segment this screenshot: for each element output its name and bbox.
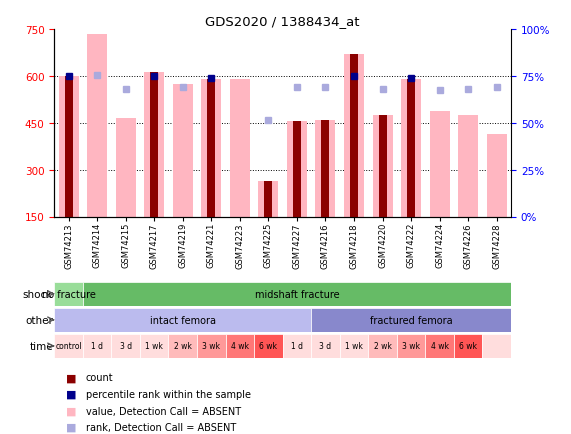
Bar: [150, 72, 158, 217]
Bar: [144, 72, 164, 217]
Text: ■: ■: [66, 389, 76, 399]
Bar: [293, 122, 301, 217]
Text: 1 d: 1 d: [91, 342, 103, 351]
Text: intact femora: intact femora: [150, 315, 216, 325]
Bar: [287, 122, 307, 217]
Bar: [258, 181, 279, 217]
Text: shock: shock: [22, 289, 53, 299]
Bar: [321, 121, 329, 217]
Bar: [430, 111, 450, 217]
Bar: [311, 334, 340, 358]
Text: 2 wk: 2 wk: [373, 342, 392, 351]
Bar: [254, 334, 283, 358]
Text: value, Detection Call = ABSENT: value, Detection Call = ABSENT: [86, 406, 241, 415]
Text: 3 d: 3 d: [319, 342, 332, 351]
Bar: [482, 334, 511, 358]
Bar: [283, 334, 311, 358]
Bar: [458, 116, 478, 217]
Text: fractured femora: fractured femora: [370, 315, 452, 325]
Bar: [407, 80, 415, 217]
Bar: [83, 334, 111, 358]
Bar: [172, 85, 192, 217]
Bar: [226, 334, 254, 358]
Bar: [425, 334, 454, 358]
Bar: [350, 55, 358, 217]
Text: midshaft fracture: midshaft fracture: [255, 289, 339, 299]
Bar: [397, 334, 425, 358]
Text: 1 d: 1 d: [291, 342, 303, 351]
Text: 6 wk: 6 wk: [259, 342, 278, 351]
Bar: [207, 80, 215, 217]
Text: 2 wk: 2 wk: [174, 342, 192, 351]
Text: ■: ■: [66, 422, 76, 432]
Bar: [115, 119, 136, 217]
Text: ■: ■: [66, 373, 76, 382]
Text: 3 d: 3 d: [119, 342, 132, 351]
Bar: [372, 116, 392, 217]
Text: count: count: [86, 373, 113, 382]
Bar: [87, 35, 107, 217]
Text: percentile rank within the sample: percentile rank within the sample: [86, 389, 251, 399]
Bar: [140, 334, 168, 358]
Bar: [311, 308, 511, 332]
Text: no fracture: no fracture: [42, 289, 95, 299]
Bar: [54, 308, 311, 332]
Text: 1 wk: 1 wk: [145, 342, 163, 351]
Text: ■: ■: [66, 406, 76, 415]
Bar: [58, 77, 78, 217]
Text: rank, Detection Call = ABSENT: rank, Detection Call = ABSENT: [86, 422, 236, 432]
Bar: [264, 181, 272, 217]
Text: other: other: [25, 315, 53, 325]
Bar: [202, 80, 222, 217]
Bar: [379, 116, 387, 217]
Text: time: time: [29, 341, 53, 351]
Text: 6 wk: 6 wk: [459, 342, 477, 351]
Bar: [315, 121, 335, 217]
Bar: [454, 334, 482, 358]
Bar: [230, 80, 250, 217]
Text: 3 wk: 3 wk: [402, 342, 420, 351]
Bar: [368, 334, 397, 358]
Text: 1 wk: 1 wk: [345, 342, 363, 351]
Title: GDS2020 / 1388434_at: GDS2020 / 1388434_at: [206, 15, 360, 28]
Text: 4 wk: 4 wk: [431, 342, 449, 351]
Bar: [111, 334, 140, 358]
Bar: [486, 135, 506, 217]
Bar: [197, 334, 226, 358]
Text: control: control: [55, 342, 82, 351]
Bar: [54, 334, 83, 358]
Bar: [401, 80, 421, 217]
Bar: [54, 282, 83, 306]
Bar: [65, 77, 73, 217]
Bar: [168, 334, 197, 358]
Bar: [344, 55, 364, 217]
Text: 4 wk: 4 wk: [231, 342, 249, 351]
Text: 3 wk: 3 wk: [202, 342, 220, 351]
Bar: [340, 334, 368, 358]
